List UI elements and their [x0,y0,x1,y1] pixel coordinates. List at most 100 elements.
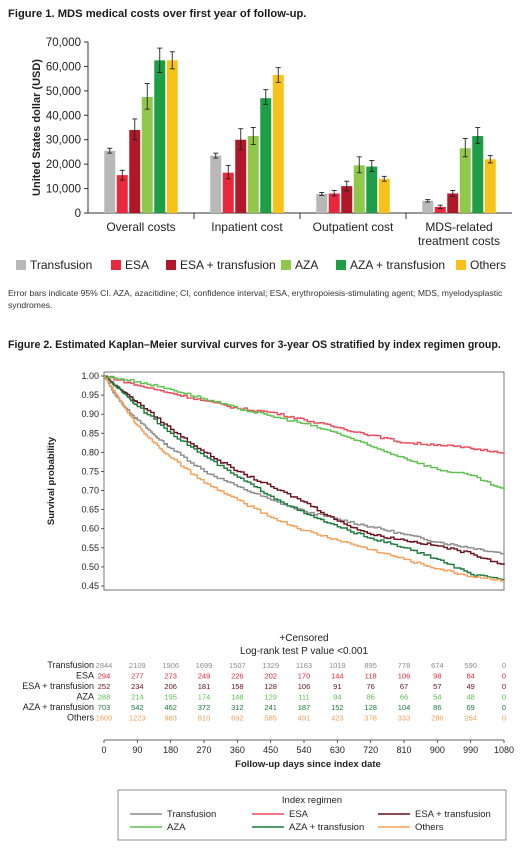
category-label: Inpatient cost [211,220,283,234]
risk-table-count: 195 [164,693,177,702]
x-tick-label: 450 [263,745,278,755]
risk-table-count: 252 [98,682,111,691]
bar [434,206,446,213]
y-tick-label: 0.50 [81,562,99,572]
risk-table-count: 288 [98,693,111,702]
y-tick-label: 0.60 [81,524,99,534]
risk-table-count: 181 [198,682,211,691]
risk-table-count: 106 [298,682,311,691]
y-tick-label: 60,000 [46,61,81,73]
x-tick-label: 540 [296,745,311,755]
risk-table-count: 0 [502,714,506,723]
risk-table-count: 1507 [229,661,246,670]
risk-table-label: ESA + transfusion [22,681,94,691]
logrank-annotation: Log-rank test P value <0.001 [240,646,368,657]
risk-table-count: 674 [431,661,444,670]
risk-table-count: 214 [131,693,144,702]
risk-table-count: 187 [298,703,311,712]
legend-label: Transfusion [30,258,92,272]
legend-label: ESA + transfusion [415,809,491,820]
risk-table-count: 254 [464,714,477,723]
risk-table-count: 206 [164,682,177,691]
legend-label: AZA + transfusion [289,822,364,833]
legend-label: ESA [289,809,309,820]
bar [272,74,284,213]
risk-table-count: 106 [398,672,411,681]
x-tick-label: 270 [196,745,211,755]
risk-table-count: 810 [198,714,211,723]
risk-table-label: AZA + transfusion [23,702,94,712]
risk-table-count: 273 [164,672,177,681]
risk-table-count: 202 [264,672,277,681]
risk-table-count: 94 [333,693,341,702]
risk-table-count: 234 [131,682,144,691]
x-tick-label: 180 [163,745,178,755]
category-label: MDS-related [425,220,492,234]
bar [260,98,272,213]
risk-table-count: 333 [398,714,411,723]
bar [353,165,365,213]
figure2-survival-chart: 0.45 0.50 0.55 0.60 0.65 0.70 0.75 0.80 0.85 0.90… [22,371,514,841]
y-tick-label: 50,000 [46,86,81,98]
risk-table-count: 491 [298,714,311,723]
risk-table-count: 2109 [129,661,146,670]
bar [235,139,247,213]
risk-table-count: 286 [431,714,444,723]
legend-swatch [281,260,291,270]
risk-table-count: 249 [198,672,211,681]
risk-table-count: 54 [433,693,441,702]
legend-swatch [111,260,121,270]
y-tick-label: 0.95 [81,390,99,400]
bar [459,148,471,213]
legend-label: ESA [125,258,149,272]
risk-table-count: 118 [365,672,377,681]
risk-table-count: 585 [264,714,277,723]
y-tick-label: 0.45 [81,581,99,591]
y-tick-label: 0.80 [81,447,99,457]
risk-table-count: 48 [466,693,474,702]
risk-table-count: 372 [198,703,211,712]
risk-table-count: 152 [331,703,344,712]
risk-table-count: 423 [331,714,344,723]
y-tick-label: 0.70 [81,486,99,496]
plot-frame [103,371,505,591]
risk-table-count: 1906 [162,661,179,670]
risk-table-count: 158 [231,682,244,691]
x-tick-label: 810 [396,745,411,755]
y-tick-label: 0.75 [81,466,99,476]
risk-table-count: 692 [231,714,244,723]
bar [166,60,178,214]
risk-table-count: 128 [264,682,277,691]
risk-table-count: 378 [364,714,377,723]
risk-table-count: 76 [366,682,374,691]
bar [129,129,141,213]
risk-table-count: 49 [466,682,474,691]
legend-label: AZA [167,822,186,833]
bar [341,186,353,213]
risk-table-count: 462 [164,703,177,712]
risk-table-count: 0 [502,661,506,670]
y-tick-label: 40,000 [46,110,81,122]
bar [328,193,340,213]
risk-table-count: 111 [298,693,309,702]
legend-swatch [336,260,346,270]
risk-table-count: 703 [98,703,111,712]
x-tick-label: 990 [463,745,478,755]
survival-curve [104,375,505,555]
risk-table-count: 241 [264,703,277,712]
risk-table-count: 91 [333,682,341,691]
figure2-title: Figure 2. Estimated Kaplan–Meier surviva… [8,339,501,351]
risk-table-label: Others [67,713,95,723]
risk-table-count: 1699 [196,661,213,670]
risk-table-count: 226 [231,672,244,681]
risk-table-count: 104 [398,703,411,712]
risk-table-count: 174 [198,693,211,702]
y-tick-label: 30,000 [46,135,81,147]
risk-table-count: 0 [502,672,506,681]
risk-table-count: 0 [502,703,506,712]
bar [366,166,378,213]
figure1-bar-chart: 0 10,000 20,000 30,000 40,000 50,000 60,000 70,… [16,37,512,272]
y-tick-label: 20,000 [46,159,81,171]
legend-label: AZA [295,258,318,272]
figure1-title: Figure 1. MDS medical costs over first y… [8,8,307,20]
